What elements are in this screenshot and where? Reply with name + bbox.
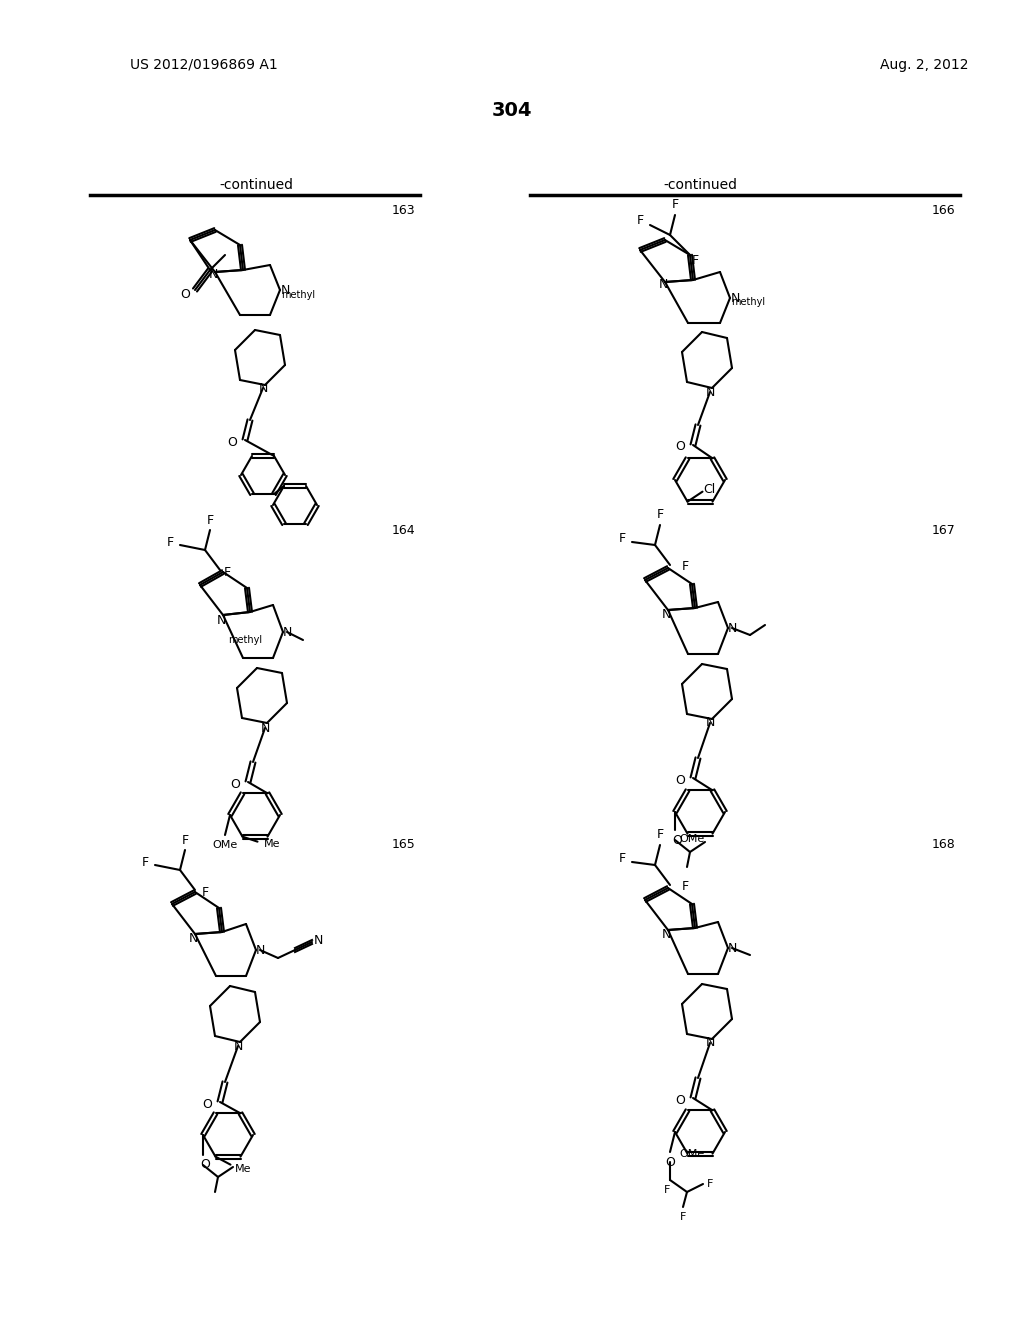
Text: F: F bbox=[664, 1185, 670, 1195]
Text: N: N bbox=[208, 268, 218, 281]
Text: F: F bbox=[618, 851, 626, 865]
Text: O: O bbox=[672, 833, 682, 846]
Text: methyl: methyl bbox=[281, 290, 315, 300]
Text: F: F bbox=[167, 536, 173, 549]
Text: N: N bbox=[260, 722, 269, 734]
Text: N: N bbox=[255, 944, 264, 957]
Text: O: O bbox=[665, 1155, 675, 1168]
Text: F: F bbox=[181, 833, 188, 846]
Text: F: F bbox=[618, 532, 626, 544]
Text: N: N bbox=[313, 933, 323, 946]
Text: methyl: methyl bbox=[731, 297, 765, 308]
Text: N: N bbox=[706, 717, 715, 730]
Text: -continued: -continued bbox=[219, 178, 293, 191]
Text: 165: 165 bbox=[391, 838, 415, 851]
Text: F: F bbox=[707, 1179, 713, 1189]
Text: N: N bbox=[706, 385, 715, 399]
Text: O: O bbox=[180, 289, 189, 301]
Text: methyl: methyl bbox=[228, 635, 262, 645]
Text: F: F bbox=[223, 565, 230, 578]
Text: F: F bbox=[637, 214, 643, 227]
Text: 167: 167 bbox=[931, 524, 955, 536]
Text: 166: 166 bbox=[932, 203, 955, 216]
Text: -continued: -continued bbox=[663, 178, 737, 191]
Text: F: F bbox=[681, 880, 688, 894]
Text: N: N bbox=[662, 607, 671, 620]
Text: N: N bbox=[706, 1036, 715, 1049]
Text: N: N bbox=[662, 928, 671, 940]
Text: F: F bbox=[656, 829, 664, 842]
Text: F: F bbox=[681, 561, 688, 573]
Text: N: N bbox=[188, 932, 198, 945]
Text: F: F bbox=[202, 886, 209, 899]
Text: N: N bbox=[283, 626, 292, 639]
Text: F: F bbox=[691, 253, 698, 267]
Text: N: N bbox=[727, 622, 736, 635]
Text: OMe: OMe bbox=[680, 1148, 706, 1159]
Text: O: O bbox=[200, 1159, 210, 1172]
Text: N: N bbox=[258, 381, 267, 395]
Text: F: F bbox=[672, 198, 679, 211]
Text: 164: 164 bbox=[391, 524, 415, 536]
Text: 168: 168 bbox=[931, 838, 955, 851]
Text: O: O bbox=[675, 1093, 685, 1106]
Text: US 2012/0196869 A1: US 2012/0196869 A1 bbox=[130, 58, 278, 73]
Text: Aug. 2, 2012: Aug. 2, 2012 bbox=[880, 58, 969, 73]
Text: Me: Me bbox=[264, 838, 281, 849]
Text: F: F bbox=[680, 1212, 686, 1222]
Text: F: F bbox=[207, 513, 214, 527]
Text: O: O bbox=[675, 774, 685, 787]
Text: 163: 163 bbox=[391, 203, 415, 216]
Text: N: N bbox=[730, 292, 739, 305]
Text: O: O bbox=[230, 777, 240, 791]
Text: 304: 304 bbox=[492, 100, 532, 120]
Text: N: N bbox=[233, 1040, 243, 1052]
Text: O: O bbox=[675, 441, 685, 454]
Text: O: O bbox=[202, 1097, 212, 1110]
Text: N: N bbox=[658, 279, 668, 292]
Text: N: N bbox=[281, 284, 290, 297]
Text: Cl: Cl bbox=[703, 483, 716, 496]
Text: Me: Me bbox=[236, 1164, 252, 1173]
Text: OMe: OMe bbox=[212, 840, 238, 850]
Text: F: F bbox=[141, 855, 148, 869]
Text: O: O bbox=[227, 436, 237, 449]
Text: F: F bbox=[656, 508, 664, 521]
Text: N: N bbox=[216, 614, 225, 627]
Text: N: N bbox=[727, 941, 736, 954]
Text: OMe: OMe bbox=[680, 834, 706, 843]
